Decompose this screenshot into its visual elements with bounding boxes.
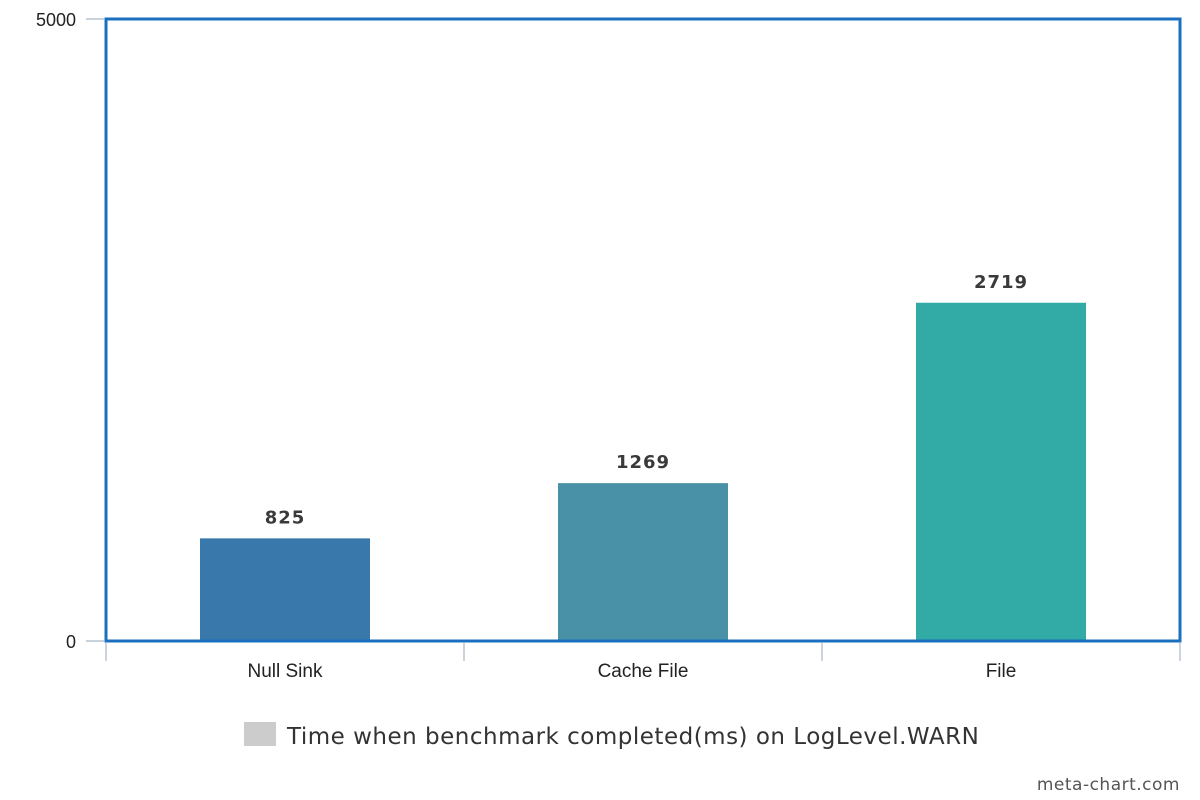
bar-file — [916, 302, 1086, 641]
legend-swatch — [244, 722, 276, 746]
y-tick-label: 0 — [66, 632, 76, 652]
x-tick-label: Cache File — [598, 661, 689, 682]
data-label: 825 — [265, 507, 306, 528]
data-label: 2719 — [974, 272, 1028, 293]
watermark-text: meta-chart.com — [1037, 775, 1180, 795]
bar-cache-file — [558, 483, 728, 641]
y-tick-label: 5000 — [36, 10, 76, 30]
axis-layer — [86, 18, 1181, 661]
bar-null-sink — [200, 538, 370, 641]
legend: Time when benchmark completed(ms) on Log… — [244, 722, 979, 750]
bars-layer — [200, 302, 1086, 641]
data-label: 1269 — [616, 452, 670, 473]
plot-frame — [104, 17, 1182, 643]
x-tick-label: Null Sink — [248, 661, 323, 682]
x-tick-label: File — [986, 661, 1017, 682]
legend-label: Time when benchmark completed(ms) on Log… — [286, 724, 979, 750]
labels-layer: 825 1269 2719 5000 0 Null Sink Cache File File — [36, 10, 1028, 682]
